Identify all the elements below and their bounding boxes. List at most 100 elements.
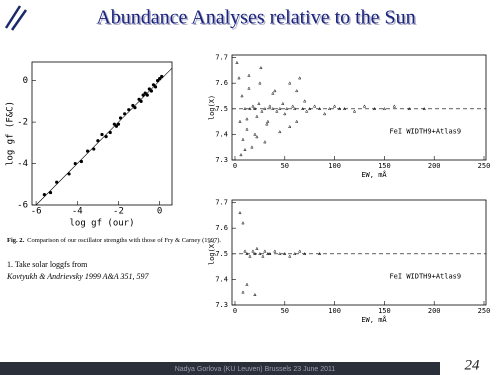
point (337, 106, 342, 111)
point (328, 106, 332, 111)
annotation: FeI WIDTH9+Atlas9 (389, 128, 461, 136)
point (158, 76, 162, 81)
point (291, 104, 295, 108)
y-tick-label: 7.7 (215, 199, 228, 207)
title-shadow: Abundance Analyses relative to the Sun (98, 8, 417, 30)
point (133, 105, 137, 110)
point (265, 122, 269, 126)
point (255, 114, 259, 118)
x-tick-label: 250 (478, 162, 491, 170)
point (149, 89, 154, 93)
caption-text: Comparison of our oscillator strengths w… (27, 237, 221, 244)
point (255, 135, 259, 139)
point (258, 81, 262, 85)
point (67, 172, 71, 176)
point (160, 74, 164, 79)
point (96, 139, 100, 143)
x-tick-label: -4 (72, 207, 83, 217)
point (247, 73, 251, 77)
point (257, 101, 261, 105)
plot-frame (231, 199, 487, 306)
point (281, 101, 285, 105)
point (305, 109, 309, 113)
point (238, 210, 242, 215)
point (298, 249, 302, 253)
page-number: 24 (465, 357, 481, 373)
x-tick-label: 0 (157, 207, 162, 217)
point (283, 112, 287, 116)
point (243, 106, 247, 111)
y-tick-label: -6 (17, 201, 28, 211)
point (323, 112, 327, 116)
x-tick-label: 150 (378, 307, 391, 315)
point (155, 79, 160, 83)
point (131, 103, 135, 108)
point (295, 89, 299, 93)
point (247, 86, 251, 90)
point (258, 251, 262, 256)
caption-label: Fig. 2. (7, 237, 25, 244)
x-axis-label: log gf (our) (69, 219, 134, 229)
logo-stroke (4, 5, 22, 29)
point (283, 251, 287, 256)
y-tick-label: 7.7 (215, 54, 228, 62)
point (352, 109, 357, 113)
point (245, 127, 249, 131)
point (127, 108, 131, 112)
point (253, 251, 257, 256)
x-tick-label: 100 (328, 162, 341, 170)
point (268, 104, 272, 108)
slide-title: Abundance Analyses relative to the Sun (96, 7, 415, 29)
point (288, 124, 292, 128)
logo-stroke (10, 9, 28, 31)
y-tick-label: 7.6 (215, 224, 228, 232)
point (143, 91, 147, 95)
point (268, 251, 272, 256)
point (243, 147, 247, 152)
x-axis-label: EW, mÅ (361, 170, 387, 179)
x-tick-label: -2 (113, 207, 124, 217)
point (248, 106, 252, 111)
point (301, 106, 305, 111)
x-tick-label: 200 (428, 307, 441, 315)
point (153, 85, 158, 89)
point (260, 109, 264, 113)
annotation: FeI WIDTH9+Atlas9 (389, 273, 461, 281)
x-tick-label: 50 (281, 307, 289, 315)
point (278, 129, 282, 134)
x-tick-label: 200 (428, 162, 441, 170)
footer: Nadya Gorlova (KU Leuven) Brussels 23 Ju… (175, 366, 336, 373)
point (263, 249, 267, 253)
point (288, 254, 292, 258)
point (42, 193, 46, 197)
y-axis-label: log(X) (208, 95, 216, 120)
point (275, 109, 279, 113)
point (261, 254, 265, 258)
y-tick-label: 7.6 (215, 79, 228, 87)
note: 1. Take solar loggfs from (7, 260, 88, 269)
point (266, 251, 270, 256)
y-tick-label: -2 (17, 118, 28, 128)
point (273, 249, 277, 253)
y-tick-label: 0 (23, 76, 28, 86)
point (73, 161, 77, 166)
point (245, 251, 249, 256)
diagonal-line (35, 68, 173, 206)
point (108, 130, 112, 135)
point (382, 106, 387, 111)
point (251, 249, 255, 253)
point (85, 149, 90, 153)
point (245, 117, 249, 121)
point (235, 60, 239, 64)
x-axis-label: EW, mÅ (361, 315, 387, 324)
plot-frame (231, 54, 487, 161)
y-tick-label: 7.4 (215, 130, 228, 138)
plot-frame (31, 61, 173, 206)
point (238, 119, 242, 123)
point (266, 119, 270, 123)
point (147, 87, 151, 91)
x-tick-label: 50 (281, 162, 289, 170)
point (271, 91, 275, 95)
